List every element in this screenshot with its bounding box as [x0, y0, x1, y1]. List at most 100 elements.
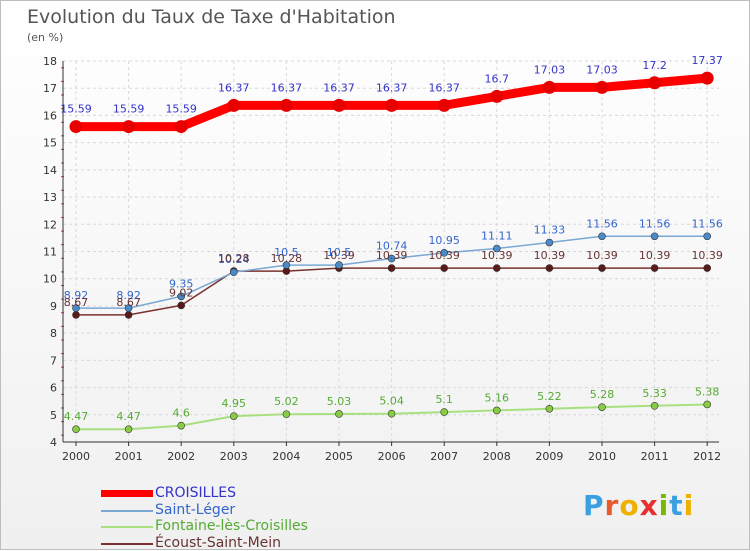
- data-label: 10.39: [534, 249, 566, 262]
- logo-letter: r: [604, 489, 620, 522]
- logo-letter: P: [583, 489, 605, 522]
- series-point: [437, 98, 451, 112]
- series-point: [598, 264, 606, 272]
- series-point: [650, 232, 659, 241]
- data-label: 10.39: [586, 249, 618, 262]
- data-label: 15.59: [113, 103, 145, 116]
- x-tick-label: 2001: [115, 450, 143, 463]
- data-label: 5.16: [485, 391, 510, 404]
- data-label: 5.03: [327, 395, 352, 408]
- series-point: [332, 98, 346, 112]
- proxiti-logo: Proxiti: [583, 489, 694, 522]
- y-tick-label: 13: [43, 191, 57, 204]
- logo-letter: i: [683, 489, 695, 522]
- data-label: 10.74: [376, 240, 408, 253]
- series-point: [72, 425, 80, 434]
- series-point: [124, 425, 133, 434]
- series-point: [177, 301, 185, 310]
- series-point: [703, 264, 712, 272]
- y-tick-label: 14: [43, 164, 57, 177]
- series-point: [700, 71, 714, 85]
- data-label: 17.2: [642, 59, 667, 72]
- series-point: [279, 98, 293, 112]
- data-label: 8.67: [64, 296, 89, 309]
- series-point: [124, 304, 133, 312]
- data-label: 16.37: [323, 81, 355, 94]
- x-tick-label: 2009: [535, 450, 563, 463]
- y-tick-label: 15: [43, 137, 57, 150]
- x-tick-label: 2003: [220, 450, 248, 463]
- x-tick-label: 2000: [62, 450, 90, 463]
- series-point: [598, 403, 606, 411]
- series-point: [648, 76, 662, 90]
- data-label: 11.33: [534, 224, 566, 237]
- series-point: [177, 292, 185, 301]
- y-tick-label: 18: [43, 55, 57, 68]
- x-tick-label: 2006: [378, 450, 406, 463]
- y-tick-label: 11: [43, 246, 57, 259]
- data-label: 16.7: [485, 72, 510, 85]
- data-label: 9.02: [169, 286, 194, 299]
- series-point: [545, 238, 554, 247]
- series-point: [69, 120, 83, 134]
- data-label: 11.11: [481, 230, 513, 243]
- x-tick-label: 2010: [588, 450, 616, 463]
- data-label: 11.56: [639, 217, 671, 230]
- data-label: 10.5: [327, 246, 352, 259]
- data-label: 10.39: [639, 249, 671, 262]
- series-point: [492, 406, 501, 415]
- y-tick-label: 17: [43, 82, 57, 95]
- data-label: 17.03: [586, 63, 618, 76]
- y-tick-label: 12: [43, 218, 57, 231]
- series-point: [230, 268, 238, 276]
- series-point: [174, 120, 188, 134]
- legend-swatch: [101, 542, 153, 545]
- data-label: 5.1: [435, 393, 453, 406]
- data-label: 10.5: [274, 246, 299, 259]
- x-tick-label: 2011: [641, 450, 669, 463]
- data-label: 17.37: [691, 54, 723, 67]
- legend-label: Saint-Léger: [155, 501, 236, 518]
- data-label: 4.6: [172, 407, 190, 420]
- data-label: 10.28: [271, 252, 303, 265]
- series-point: [335, 261, 343, 269]
- data-label: 9.35: [169, 277, 194, 290]
- series-point: [122, 120, 136, 134]
- data-label: 10.24: [218, 253, 250, 266]
- data-label: 4.47: [64, 410, 89, 423]
- series-point: [545, 264, 554, 272]
- y-tick-label: 6: [50, 382, 57, 395]
- data-label: 5.04: [379, 395, 404, 408]
- logo-letter: t: [669, 489, 684, 522]
- legend-label: Écoust-Saint-Mein: [155, 534, 282, 551]
- series-point: [650, 402, 659, 410]
- data-label: 8.92: [64, 289, 89, 302]
- data-label: 4.95: [222, 397, 247, 410]
- data-label: 16.37: [376, 81, 408, 94]
- legend-swatch: [101, 490, 153, 497]
- chart-title: Evolution du Taux de Taxe d'Habitation: [27, 6, 396, 28]
- y-tick-label: 7: [50, 354, 57, 367]
- y-tick-label: 16: [43, 109, 57, 122]
- logo-letter: x: [639, 489, 659, 522]
- series-point: [385, 98, 399, 112]
- series-point: [440, 249, 449, 257]
- series-point: [282, 261, 291, 269]
- series-point: [72, 311, 80, 319]
- series-point: [492, 244, 501, 253]
- data-label: 4.47: [116, 410, 141, 423]
- data-label: 10.39: [376, 249, 408, 262]
- data-label: 10.28: [218, 252, 250, 265]
- legend-label: CROISILLES: [155, 485, 236, 501]
- series-point: [598, 232, 606, 241]
- series-point: [440, 264, 449, 272]
- data-label: 5.02: [274, 395, 299, 408]
- data-label: 15.59: [60, 103, 92, 116]
- data-label: 10.95: [428, 234, 460, 247]
- series-point: [124, 311, 133, 319]
- series-point: [387, 409, 396, 418]
- data-label: 5.28: [590, 388, 615, 401]
- series-point: [177, 421, 185, 430]
